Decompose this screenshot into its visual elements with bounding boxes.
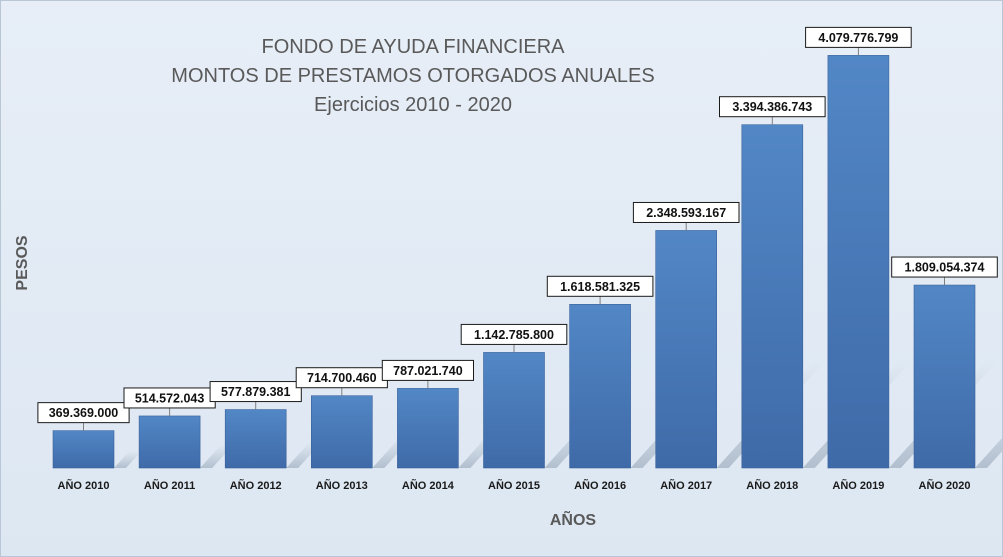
bar-shadow (975, 437, 1002, 468)
chart-title-line-3: Ejercicios 2010 - 2020 (314, 94, 512, 116)
x-axis-title: AÑOS (550, 509, 597, 529)
value-label-box (209, 381, 302, 403)
value-label: 787.021.740 (393, 364, 463, 378)
category-label: AÑO 2012 (230, 479, 282, 492)
bar (483, 352, 545, 469)
category-label: AÑO 2018 (746, 479, 798, 492)
bar (827, 55, 890, 469)
value-label: 3.394.386.743 (732, 100, 812, 114)
value-label-box (805, 26, 912, 48)
value-labels: 369.369.000 514.572.043 577.879.381 714.700… (37, 26, 998, 431)
bar (138, 415, 201, 469)
category-labels: AÑO 2010 AÑO 2011 AÑO 2012 AÑO 2013 AÑO 2014… (58, 479, 971, 492)
bar (397, 388, 459, 469)
category-label: AÑO 2010 (58, 479, 110, 492)
value-label: 714.700.460 (307, 371, 377, 385)
category-label: AÑO 2017 (660, 479, 712, 492)
category-label: AÑO 2011 (144, 479, 195, 492)
value-label-box (891, 256, 998, 278)
category-label: AÑO 2019 (832, 479, 884, 492)
bar (310, 395, 373, 469)
value-label: 2.348.593.167 (646, 206, 726, 220)
bar (224, 409, 287, 469)
value-label: 1.142.785.800 (474, 328, 554, 342)
category-label: AÑO 2015 (488, 479, 540, 492)
category-label: AÑO 2014 (402, 479, 455, 492)
value-label: 577.879.381 (221, 385, 291, 399)
category-label: AÑO 2013 (316, 479, 368, 492)
bar (569, 304, 631, 469)
bar (913, 284, 976, 469)
category-label: AÑO 2016 (574, 479, 626, 492)
category-label: AÑO 2020 (919, 479, 971, 492)
y-axis-title: PESOS (14, 235, 31, 290)
value-label-box (460, 323, 568, 345)
bar (52, 430, 115, 469)
value-label-box (37, 402, 130, 424)
chart-title-line-1: FONDO DE AYUDA FINANCIERA (261, 36, 565, 58)
bar-shadow (114, 451, 142, 468)
bar (655, 230, 718, 469)
value-label-box (632, 201, 740, 223)
value-label: 514.572.043 (135, 391, 205, 405)
value-label: 1.809.054.374 (905, 261, 985, 275)
value-label-box (381, 359, 474, 381)
chart-title-line-2: MONTOS DE PRESTAMOS OTORGADOS ANUALES (171, 65, 654, 87)
value-label: 4.079.776.799 (818, 31, 898, 45)
value-label-box (719, 96, 826, 118)
value-label: 369.369.000 (49, 406, 119, 420)
bar (741, 124, 804, 469)
value-label: 1.618.581.325 (560, 280, 640, 294)
bars (52, 55, 976, 469)
value-label-box (546, 275, 654, 297)
